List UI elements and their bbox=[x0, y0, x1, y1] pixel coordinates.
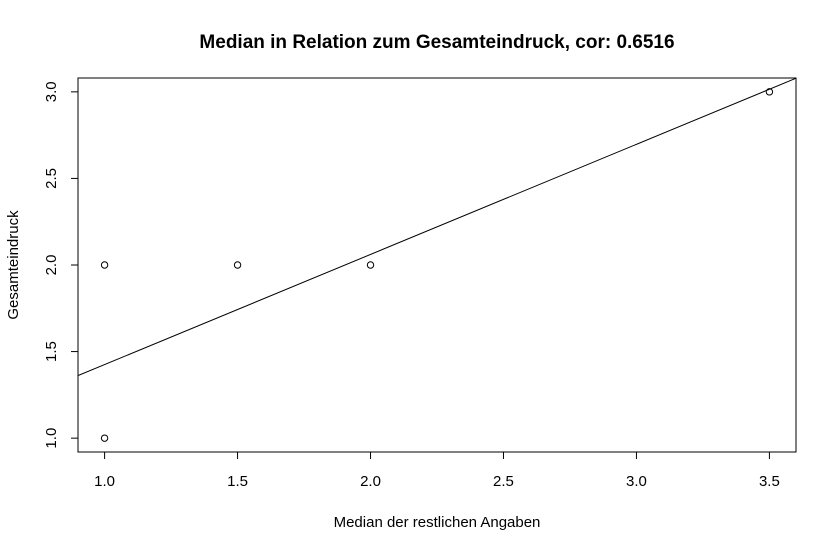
y-tick-label: 3.0 bbox=[43, 81, 60, 102]
x-tick-label: 1.5 bbox=[227, 473, 248, 490]
y-tick-label: 2.5 bbox=[43, 168, 60, 189]
x-tick-label: 2.5 bbox=[493, 473, 514, 490]
y-tick-label: 1.5 bbox=[43, 341, 60, 362]
chart-title: Median in Relation zum Gesamteindruck, c… bbox=[199, 32, 674, 53]
data-point bbox=[100, 434, 109, 442]
y-axis: 1.0 1.5 2.0 2.5 3.0 bbox=[43, 81, 79, 449]
x-tick-label: 1.0 bbox=[94, 473, 115, 490]
data-point bbox=[233, 261, 242, 269]
data-point bbox=[366, 261, 375, 269]
y-tick-label: 2.0 bbox=[43, 255, 60, 276]
data-points bbox=[100, 88, 774, 442]
data-point bbox=[765, 88, 774, 96]
x-axis-label: Median der restlichen Angaben bbox=[334, 514, 541, 531]
data-point bbox=[100, 261, 109, 269]
x-axis: 1.0 1.5 2.0 2.5 3.0 3.5 bbox=[94, 451, 780, 490]
plot-frame bbox=[77, 77, 797, 453]
regression-line bbox=[78, 78, 796, 377]
x-tick-label: 3.0 bbox=[626, 473, 647, 490]
x-tick-label: 3.5 bbox=[759, 473, 780, 490]
y-tick-label: 1.0 bbox=[43, 428, 60, 449]
x-tick-label: 2.0 bbox=[360, 473, 381, 490]
y-axis-label: Gesamteindruck bbox=[5, 210, 22, 320]
regression-line-group bbox=[78, 78, 796, 377]
